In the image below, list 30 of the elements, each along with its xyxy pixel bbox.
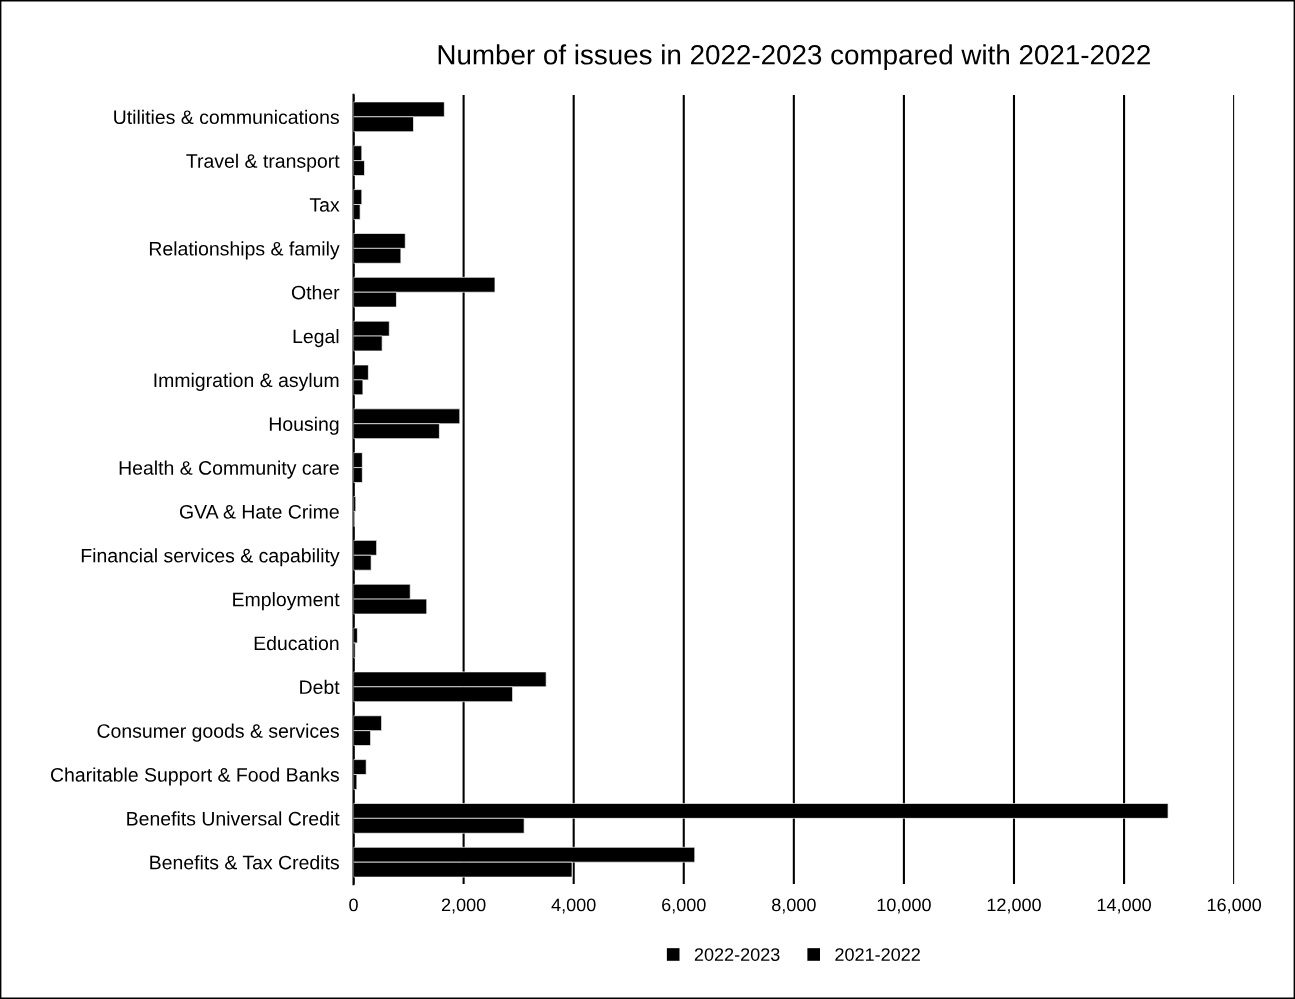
y-tick-label: Relationships & family	[149, 241, 340, 260]
y-tick-label: Immigration & asylum	[154, 372, 339, 391]
x-tick-label: 12,000	[987, 898, 1041, 914]
y-tick-label: Other	[291, 285, 340, 300]
x-tick-label: 14,000	[1097, 898, 1151, 914]
y-tick-label: Tax	[309, 198, 340, 212]
y-tick-label: Benefits Universal Credit	[127, 811, 340, 826]
y-tick-label: Utilities & communications	[114, 109, 339, 125]
x-tick-label: 6,000	[662, 898, 706, 914]
y-tick-label: Consumer goods & services	[97, 723, 339, 742]
y-tick-label: Legal	[293, 329, 339, 348]
legend-label: 2022-2023	[694, 948, 780, 961]
x-tick-label: 10,000	[877, 898, 931, 914]
x-tick-label: 0	[349, 898, 358, 912]
y-tick-label: Debt	[300, 679, 340, 695]
y-tick-label: Employment	[233, 592, 340, 611]
y-tick-label: Health & Community care	[119, 460, 339, 479]
y-tick-label: Charitable Support & Food Banks	[50, 767, 339, 786]
y-tick-label: Housing	[269, 416, 339, 435]
y-tick-label: Travel & transport	[186, 153, 340, 172]
chart-title: Number of issues in 2022-2023 compared with 2021-2022	[438, 44, 1150, 71]
x-tick-label: 8,000	[772, 898, 816, 914]
x-tick-label: 4,000	[551, 898, 596, 914]
y-tick-label: Education	[254, 635, 339, 651]
x-tick-label: 16,000	[1207, 898, 1262, 914]
y-tick-label: Benefits & Tax Credits	[150, 855, 339, 870]
y-tick-label: Financial services & capability	[81, 548, 340, 567]
x-tick-label: 2,000	[441, 898, 486, 914]
y-tick-label: GVA & Hate Crime	[179, 504, 339, 519]
legend-label: 2021-2022	[835, 948, 920, 961]
